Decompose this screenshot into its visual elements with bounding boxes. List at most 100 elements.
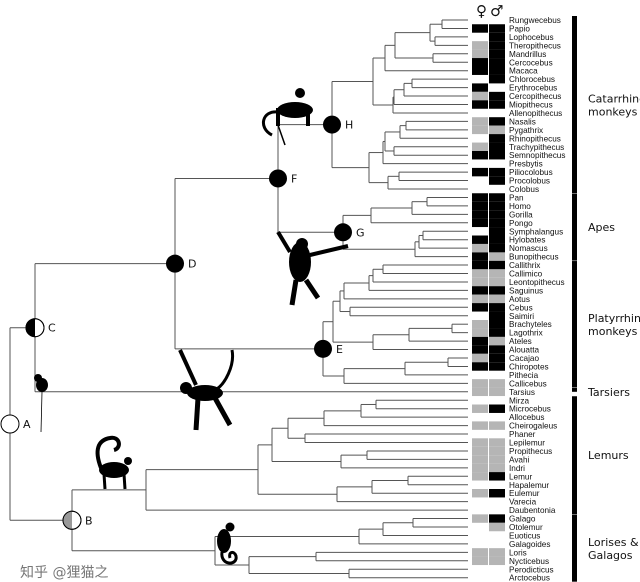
male-cell <box>489 303 505 312</box>
genus-label: Cebus <box>509 303 533 312</box>
female-cell <box>472 286 488 295</box>
female-cell <box>472 489 488 498</box>
male-cell <box>489 548 505 557</box>
female-cell <box>472 142 488 151</box>
matrix-row <box>472 489 505 498</box>
genus-label: Cacajao <box>509 354 539 363</box>
genus-label: Callimico <box>509 270 543 279</box>
female-symbol: ♀ <box>476 2 487 20</box>
genus-label: Lemur <box>509 472 532 481</box>
male-cell <box>489 336 505 346</box>
genus-label: Mandrillus <box>509 50 546 59</box>
male-cell <box>489 446 505 456</box>
matrix-row <box>472 455 505 464</box>
gibbon-silhouette-icon <box>276 230 349 306</box>
female-cell <box>472 345 488 354</box>
node-g: G <box>334 223 365 242</box>
clade-label: Catarrhine <box>588 93 640 106</box>
matrix-row <box>472 303 505 312</box>
female-cell <box>472 117 488 126</box>
genus-label: Presbytis <box>509 160 543 169</box>
matrix-row <box>472 243 505 253</box>
genus-label: Euoticus <box>509 531 540 540</box>
node-label: H <box>345 119 353 132</box>
matrix-row <box>472 353 505 363</box>
matrix-row <box>489 522 505 532</box>
clade-label: Apes <box>588 221 615 234</box>
male-cell <box>489 387 505 397</box>
female-cell <box>472 218 488 228</box>
male-cell <box>489 320 505 329</box>
genus-label: Pygathrix <box>509 126 543 135</box>
genus-label: Nycticebus <box>509 557 549 566</box>
matrix-row <box>472 548 505 557</box>
matrix-row <box>472 142 505 151</box>
male-cell <box>489 74 505 84</box>
female-cell <box>472 379 488 388</box>
genus-label: Avahi <box>509 455 530 464</box>
male-cell <box>489 176 505 185</box>
matrix-row <box>472 210 505 219</box>
male-cell <box>489 100 505 109</box>
female-cell <box>472 438 488 447</box>
matrix-row <box>472 49 505 59</box>
male-cell <box>489 345 505 354</box>
male-cell <box>489 421 505 430</box>
genus-label: Cercocebus <box>509 58 553 67</box>
female-cell <box>472 362 488 371</box>
female-cell <box>472 514 488 523</box>
male-cell <box>489 277 505 287</box>
genus-label: Rungwecebus <box>509 16 561 25</box>
female-cell <box>472 91 488 101</box>
female-cell <box>472 556 488 566</box>
male-cell <box>489 463 505 473</box>
matrix-row <box>489 227 505 236</box>
male-cell <box>489 91 505 101</box>
female-cell <box>472 49 488 59</box>
matrix-row <box>472 66 505 75</box>
female-cell <box>472 387 488 397</box>
male-cell <box>489 489 505 498</box>
genus-label: Chiropotes <box>509 362 549 371</box>
matrix-row <box>472 345 505 354</box>
male-cell <box>489 286 505 295</box>
spider-monkey-silhouette-icon <box>178 349 235 431</box>
matrix-row <box>489 134 505 143</box>
genus-label: Tarsius <box>509 388 535 397</box>
genus-label: Homo <box>509 202 531 211</box>
genus-label: Lophocebus <box>509 33 554 42</box>
male-cell <box>489 24 505 33</box>
lemur-silhouette-icon <box>95 435 132 490</box>
genus-label: Phaner <box>509 430 536 439</box>
genus-label: Propithecus <box>509 447 552 456</box>
genus-label: Cheirogaleus <box>509 422 557 431</box>
female-cell <box>472 100 488 109</box>
male-cell <box>489 556 505 566</box>
genus-label: Pongo <box>509 219 533 228</box>
female-cell <box>472 463 488 473</box>
matrix-row <box>472 117 505 126</box>
female-cell <box>472 303 488 312</box>
matrix-row <box>489 74 505 84</box>
clade-brackets: CatarrhinemonkeysApesPlatyrrhinemonkeysT… <box>572 16 640 582</box>
genus-label: Trachypithecus <box>509 143 564 152</box>
matrix-row <box>472 472 505 481</box>
clade-label-line2: Galagos <box>588 549 633 562</box>
female-cell <box>472 83 488 92</box>
genus-label: Cercopithecus <box>509 92 561 101</box>
clade-bar <box>572 396 577 515</box>
matrix-row <box>472 91 505 101</box>
genus-label: Colobus <box>509 185 539 194</box>
genus-label: Saguinus <box>509 286 543 295</box>
node-c: C <box>25 318 56 338</box>
male-cell <box>489 218 505 228</box>
genus-label: Perodicticus <box>509 565 554 574</box>
male-symbol: ♂ <box>490 2 503 20</box>
male-cell <box>489 328 505 337</box>
matrix-row <box>489 311 505 320</box>
male-cell <box>489 294 505 304</box>
genus-label: Saimiri <box>509 312 534 321</box>
female-cell <box>472 252 488 261</box>
